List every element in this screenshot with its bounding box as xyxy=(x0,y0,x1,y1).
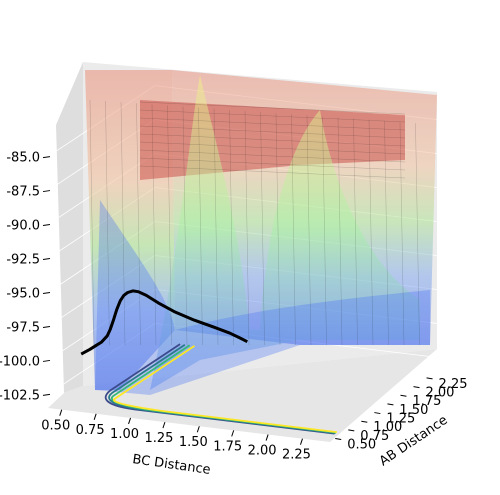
y-tick xyxy=(374,412,381,415)
x-tick xyxy=(231,430,235,437)
mesh-line xyxy=(260,112,265,346)
z-tick xyxy=(42,156,51,159)
y-tick-label: 2.00 xyxy=(426,386,455,401)
mesh-line xyxy=(399,121,405,346)
mesh-line xyxy=(139,149,406,163)
energy-surface xyxy=(85,70,437,395)
z-tick-label: -92.5 xyxy=(6,253,40,268)
x-tick-label: 1.75 xyxy=(213,439,242,454)
trajectory xyxy=(80,289,248,356)
y-tick-label: 1.75 xyxy=(412,394,441,409)
x-tick-label: 0.50 xyxy=(41,419,70,434)
z-tick xyxy=(42,190,51,193)
y-tick-label: 0.50 xyxy=(347,438,376,453)
mesh-line xyxy=(244,110,250,346)
mesh-line xyxy=(136,103,141,346)
mesh-line xyxy=(415,123,420,346)
x-tick xyxy=(196,426,200,433)
z-tick xyxy=(42,258,51,261)
z-tick-label: -90.0 xyxy=(6,219,40,234)
mesh-line xyxy=(275,113,281,346)
mesh-line xyxy=(337,117,343,346)
y-axis: 0.500.751.001.251.501.752.002.25 xyxy=(335,377,468,453)
z-tick xyxy=(42,291,51,294)
mesh-line xyxy=(229,109,234,346)
mesh-line xyxy=(139,117,406,131)
contour-lines xyxy=(104,343,337,435)
mesh-line xyxy=(384,120,389,346)
x-tick-label: 2.25 xyxy=(282,448,311,463)
x-tick-label: 1.00 xyxy=(110,427,139,442)
x-tick xyxy=(162,421,166,429)
x-tick-label: 2.00 xyxy=(248,444,277,459)
z-axis: -85.0 -87.5 -90.0 -92.5 -95.0 -97.5 -100.0 -102… xyxy=(0,151,51,403)
surface-left-wall xyxy=(85,70,175,390)
mesh-line xyxy=(120,102,126,346)
z-tick xyxy=(42,359,51,362)
mesh-line xyxy=(139,125,406,139)
z-tick xyxy=(42,325,51,328)
z-tick-label: -85.0 xyxy=(6,151,40,166)
y-tick xyxy=(413,386,420,389)
mesh-line xyxy=(198,107,203,346)
z-tick-label: -95.0 xyxy=(6,286,40,301)
mesh-line xyxy=(139,133,406,147)
x-axis-title: BC Distance xyxy=(131,452,211,478)
y-tick-label: 1.50 xyxy=(399,403,428,418)
y-tick xyxy=(387,403,394,406)
mesh-line xyxy=(291,114,296,346)
mesh-line xyxy=(139,141,406,155)
surface-mesh xyxy=(89,99,420,346)
y-tick-label: 1.00 xyxy=(373,420,402,435)
z-tick-label: -97.5 xyxy=(6,320,40,335)
mesh-line xyxy=(139,109,406,123)
mesh-line xyxy=(139,101,406,115)
x-tick xyxy=(300,438,303,445)
y-tick-label: 1.25 xyxy=(386,412,415,427)
x-tick xyxy=(128,417,132,425)
mesh-line xyxy=(322,116,327,346)
mesh-line xyxy=(353,118,358,346)
x-tick xyxy=(265,434,269,441)
mesh-line xyxy=(213,108,219,346)
x-tick xyxy=(59,409,63,416)
z-tick-label: -100.0 xyxy=(0,354,40,369)
y-tick xyxy=(348,429,355,432)
mesh-line xyxy=(306,115,312,346)
y-tick-label: 0.75 xyxy=(360,429,389,444)
x-axis: 0.50 0.75 1.00 1.25 1.50 1.75 2.00 2.25 xyxy=(41,409,311,463)
x-tick-label: 0.75 xyxy=(76,423,105,438)
x-tick-label: 1.25 xyxy=(144,431,173,446)
y-tick-label: 2.25 xyxy=(439,377,468,392)
z-tick-label: -87.5 xyxy=(6,185,40,200)
trajectory-line xyxy=(80,289,248,356)
mesh-line xyxy=(89,99,95,346)
floor-pane xyxy=(48,349,437,442)
y-tick xyxy=(335,438,342,441)
mesh-line xyxy=(105,101,110,346)
x-tick xyxy=(93,413,97,420)
mesh-line xyxy=(139,165,406,179)
z-tick xyxy=(42,224,51,227)
mesh-line xyxy=(182,106,188,346)
surface-peak xyxy=(150,75,420,390)
left-pane xyxy=(56,62,83,393)
contour-line xyxy=(113,345,337,433)
y-tick xyxy=(400,394,407,397)
y-tick xyxy=(426,377,433,380)
mesh-line xyxy=(151,104,157,346)
contour-line xyxy=(104,343,335,435)
mesh-line xyxy=(167,105,172,346)
mesh-line xyxy=(139,157,406,171)
surface-valley-blue xyxy=(95,200,430,395)
x-tick-label: 1.50 xyxy=(179,435,208,450)
z-tick xyxy=(42,393,51,396)
mesh-line xyxy=(368,119,374,346)
z-tick-label: -102.5 xyxy=(0,388,40,403)
y-tick xyxy=(361,420,368,423)
